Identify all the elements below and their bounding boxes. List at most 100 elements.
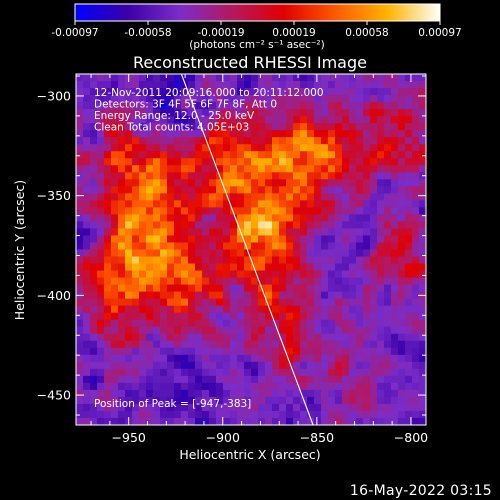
heatmap-cell: [412, 186, 420, 194]
heatmap-cell: [391, 333, 399, 342]
heatmap-cell: [251, 319, 259, 328]
heatmap-cell: [279, 88, 287, 96]
heatmap-cell: [125, 158, 133, 166]
heatmap-cell: [272, 235, 280, 244]
heatmap-cell: [104, 158, 112, 166]
heatmap-cell: [272, 410, 280, 419]
heatmap-cell: [237, 375, 245, 384]
heatmap-cell: [293, 347, 301, 356]
heatmap-cell: [104, 347, 112, 356]
heatmap-cell: [230, 74, 238, 82]
heatmap-cell: [111, 74, 119, 82]
heatmap-cell: [230, 312, 238, 321]
heatmap-cell: [188, 200, 196, 208]
heatmap-cell: [244, 354, 252, 363]
heatmap-cell: [181, 354, 189, 363]
heatmap-cell: [223, 403, 231, 412]
heatmap-cell: [265, 214, 273, 223]
heatmap-cell: [363, 144, 371, 152]
heatmap-cell: [328, 368, 336, 377]
heatmap-cell: [335, 333, 343, 342]
heatmap-cell: [237, 81, 245, 89]
heatmap-cell: [272, 151, 280, 159]
heatmap-cell: [146, 193, 154, 201]
heatmap-cell: [314, 165, 322, 173]
heatmap-cell: [314, 228, 322, 237]
heatmap-cell: [286, 242, 294, 251]
heatmap-cell: [216, 368, 224, 377]
heatmap-cell: [209, 165, 217, 173]
heatmap-cell: [251, 368, 259, 377]
heatmap-cell: [391, 200, 399, 208]
heatmap-cell: [286, 193, 294, 201]
heatmap-cell: [265, 116, 273, 124]
heatmap-cell: [363, 284, 371, 293]
heatmap-cell: [321, 298, 329, 307]
heatmap-cell: [160, 298, 168, 307]
heatmap-cell: [167, 410, 175, 419]
heatmap-cell: [384, 319, 392, 328]
heatmap-cell: [216, 186, 224, 194]
heatmap-cell: [377, 130, 385, 138]
heatmap-cell: [363, 347, 371, 356]
heatmap-cell: [181, 375, 189, 384]
heatmap-cell: [153, 312, 161, 321]
heatmap-cell: [195, 263, 203, 272]
heatmap-cell: [363, 291, 371, 300]
heatmap-cell: [174, 88, 182, 96]
annotation-line: Detectors: 3F 4F 5F 6F 7F 8F, Att 0: [94, 99, 277, 111]
heatmap-cell: [265, 403, 273, 412]
heatmap-cell: [174, 326, 182, 335]
heatmap-cell: [244, 172, 252, 180]
heatmap-cell: [384, 151, 392, 159]
heatmap-cell: [97, 312, 105, 321]
heatmap-cell: [223, 291, 231, 300]
heatmap-cell: [405, 207, 413, 215]
heatmap-cell: [419, 186, 426, 194]
heatmap-cell: [412, 403, 420, 412]
heatmap-cell: [342, 284, 350, 293]
heatmap-cell: [216, 284, 224, 293]
heatmap-cell: [258, 193, 266, 201]
heatmap-cell: [216, 207, 224, 215]
heatmap-cell: [307, 186, 315, 194]
heatmap-cell: [146, 375, 154, 384]
heatmap-cell: [90, 312, 98, 321]
heatmap-cell: [300, 354, 308, 363]
heatmap-cell: [174, 95, 182, 103]
heatmap-cell: [412, 137, 420, 145]
heatmap-cell: [160, 375, 168, 384]
heatmap-cell: [90, 130, 98, 138]
heatmap-cell: [202, 200, 210, 208]
heatmap-cell: [223, 389, 231, 398]
heatmap-cell: [307, 81, 315, 89]
heatmap-cell: [146, 382, 154, 391]
heatmap-cell: [195, 165, 203, 173]
heatmap-cell: [258, 109, 266, 117]
heatmap-cell: [202, 368, 210, 377]
heatmap-cell: [384, 277, 392, 286]
heatmap-cell: [384, 403, 392, 412]
heatmap-cell: [230, 396, 238, 405]
heatmap-cell: [118, 270, 126, 279]
heatmap-cell: [265, 284, 273, 293]
heatmap-cell: [223, 270, 231, 279]
heatmap-cell: [335, 277, 343, 286]
heatmap-cell: [258, 403, 266, 412]
heatmap-cell: [195, 144, 203, 152]
heatmap-cell: [314, 109, 322, 117]
heatmap-cell: [251, 165, 259, 173]
heatmap-cell: [104, 102, 112, 110]
heatmap-cell: [293, 326, 301, 335]
heatmap-cell: [118, 221, 126, 230]
heatmap-cell: [335, 123, 343, 131]
heatmap-cell: [181, 235, 189, 244]
heatmap-cell: [195, 249, 203, 258]
heatmap-cell: [398, 291, 406, 300]
heatmap-cell: [230, 235, 238, 244]
heatmap-cell: [321, 186, 329, 194]
heatmap-cell: [412, 256, 420, 265]
heatmap-cell: [258, 347, 266, 356]
heatmap-cell: [237, 256, 245, 265]
y-tick-label: −450: [37, 388, 71, 403]
